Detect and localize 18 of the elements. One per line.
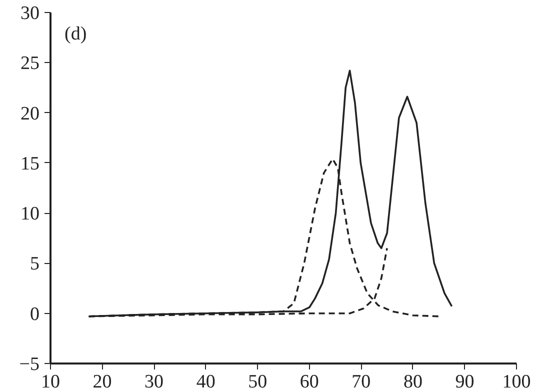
- annotation: (d): [64, 24, 87, 44]
- x-tick-label: 100: [502, 372, 531, 390]
- y-tick-label: 0: [30, 304, 40, 325]
- y-tick-label: 15: [20, 153, 40, 174]
- y-tick-label: 30: [20, 3, 40, 24]
- x-tick-label: 60: [300, 372, 319, 390]
- x-tick-label: 80: [403, 372, 422, 390]
- y-tick-label: 20: [20, 103, 40, 124]
- x-tick-label: 40: [196, 372, 216, 390]
- y-tick-label: −5: [19, 354, 40, 375]
- y-tick-label: 5: [30, 254, 40, 275]
- y-tick-label: 10: [20, 204, 40, 225]
- x-tick-label: 20: [92, 372, 112, 390]
- x-tick-label: 50: [248, 372, 268, 390]
- x-tick-label: 90: [455, 372, 474, 390]
- x-tick-label: 30: [144, 372, 164, 390]
- x-tick-label: 70: [352, 372, 371, 390]
- y-tick-label: 25: [20, 53, 40, 74]
